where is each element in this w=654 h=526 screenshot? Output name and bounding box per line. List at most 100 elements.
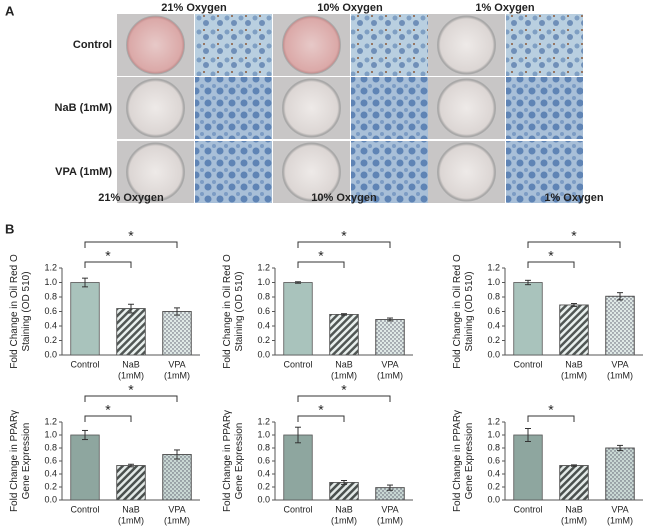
chart-title: 21% Oxygen: [98, 192, 164, 204]
y-tick-label: 0.0: [44, 494, 57, 504]
bar: [513, 282, 543, 356]
y-axis-label-line: Gene Expression: [21, 423, 32, 500]
x-tick-label: NaB: [565, 504, 583, 514]
significance-star: *: [105, 248, 111, 264]
petri-dish: [437, 15, 496, 75]
y-tick-label: 1.0: [487, 277, 500, 287]
significance-bracket: [297, 261, 345, 268]
row-label: NaB (1mM): [55, 102, 113, 114]
y-axis-label-line: Gene Expression: [464, 423, 475, 500]
y-tick-label: 0.0: [44, 349, 57, 359]
y-tick-label: 1.0: [44, 277, 57, 287]
significance-bracket: [84, 415, 132, 422]
y-tick-label: 0.4: [257, 468, 270, 478]
y-tick-label: 0.2: [44, 481, 57, 491]
significance-bracket: [527, 261, 575, 268]
x-tick-label: VPA: [381, 359, 398, 369]
significance-bracket: [527, 415, 575, 422]
y-axis-label-line: Fold Change in PPARγ: [9, 410, 20, 512]
x-tick-label: (1mM): [331, 370, 357, 380]
x-tick-label: VPA: [611, 504, 628, 514]
bar: [70, 282, 100, 356]
significance-star: *: [571, 228, 577, 244]
petri-dish: [126, 15, 185, 75]
y-tick-label: 0.4: [44, 320, 57, 330]
y-tick-label: 1.2: [257, 416, 270, 426]
significance-star: *: [318, 248, 324, 264]
significance-bracket: [84, 261, 132, 268]
significance-star: *: [128, 228, 134, 244]
petri-dish: [437, 142, 496, 202]
bar-pattern: [162, 311, 192, 356]
x-tick-label: (1mM): [331, 515, 357, 525]
significance-star: *: [105, 402, 111, 418]
y-axis-label: Fold Change in Oil Red OStaining (OD 510…: [9, 254, 32, 369]
panel-label: A: [5, 3, 15, 18]
row-label: VPA (1mM): [55, 166, 112, 178]
y-tick-label: 0.2: [44, 335, 57, 345]
bar-pattern: [329, 313, 359, 356]
y-tick-label: 0.6: [44, 455, 57, 465]
y-tick-label: 0.4: [487, 320, 500, 330]
y-tick-label: 0.8: [487, 442, 500, 452]
petri-dish: [282, 15, 341, 75]
significance-star: *: [341, 228, 347, 244]
y-axis-label: Fold Change in PPARγGene Expression: [452, 410, 475, 512]
column-header: 10% Oxygen: [317, 2, 383, 14]
significance-star: *: [318, 402, 324, 418]
bar-pattern: [116, 465, 146, 501]
y-axis-label-line: Fold Change in PPARγ: [222, 410, 233, 512]
y-axis-label-line: Staining (OD 510): [464, 271, 475, 351]
significance-bracket: [84, 395, 178, 402]
petri-dish: [126, 142, 185, 202]
bar: [283, 434, 313, 501]
petri-dish: [437, 78, 496, 138]
micrograph: [195, 77, 272, 139]
y-axis-label-line: Gene Expression: [234, 423, 245, 500]
significance-bracket: [84, 241, 178, 248]
x-tick-label: Control: [513, 504, 542, 514]
bar: [513, 434, 543, 501]
y-tick-label: 0.8: [44, 291, 57, 301]
y-tick-label: 0.8: [257, 291, 270, 301]
x-tick-label: Control: [283, 359, 312, 369]
y-tick-label: 0.2: [257, 335, 270, 345]
y-axis-label: Fold Change in Oil Red OStaining (OD 510…: [222, 254, 245, 369]
y-tick-label: 1.2: [487, 262, 500, 272]
bar-pattern: [116, 308, 146, 356]
y-tick-label: 0.6: [44, 306, 57, 316]
micrograph: [506, 77, 583, 139]
y-tick-label: 0.2: [487, 481, 500, 491]
bar-pattern: [329, 482, 359, 501]
y-tick-label: 0.0: [257, 349, 270, 359]
significance-star: *: [548, 402, 554, 418]
x-tick-label: NaB: [122, 504, 140, 514]
y-tick-label: 1.2: [257, 262, 270, 272]
y-tick-label: 1.2: [44, 262, 57, 272]
y-tick-label: 0.4: [257, 320, 270, 330]
x-tick-label: (1mM): [377, 370, 403, 380]
significance-bracket: [297, 241, 391, 248]
y-tick-label: 0.0: [487, 349, 500, 359]
y-tick-label: 0.0: [257, 494, 270, 504]
y-tick-label: 0.4: [44, 468, 57, 478]
micrograph: [351, 77, 428, 139]
micrograph: [351, 141, 428, 203]
chart-title: 1% Oxygen: [544, 192, 604, 204]
y-tick-label: 0.0: [487, 494, 500, 504]
y-axis-label-line: Fold Change in Oil Red O: [9, 254, 20, 369]
significance-star: *: [341, 382, 347, 398]
y-axis-label-line: Staining (OD 510): [21, 271, 32, 351]
bar-pattern: [375, 319, 405, 356]
y-tick-label: 1.0: [487, 429, 500, 439]
x-tick-label: VPA: [611, 359, 628, 369]
panel-a: A: [5, 3, 15, 18]
micrograph: [195, 141, 272, 203]
y-tick-label: 1.0: [257, 429, 270, 439]
x-tick-label: (1mM): [607, 370, 633, 380]
y-axis-label-line: Fold Change in PPARγ: [452, 410, 463, 512]
x-tick-label: (1mM): [118, 515, 144, 525]
significance-bracket: [527, 241, 621, 248]
y-tick-label: 0.6: [487, 306, 500, 316]
bar-pattern: [162, 454, 192, 501]
